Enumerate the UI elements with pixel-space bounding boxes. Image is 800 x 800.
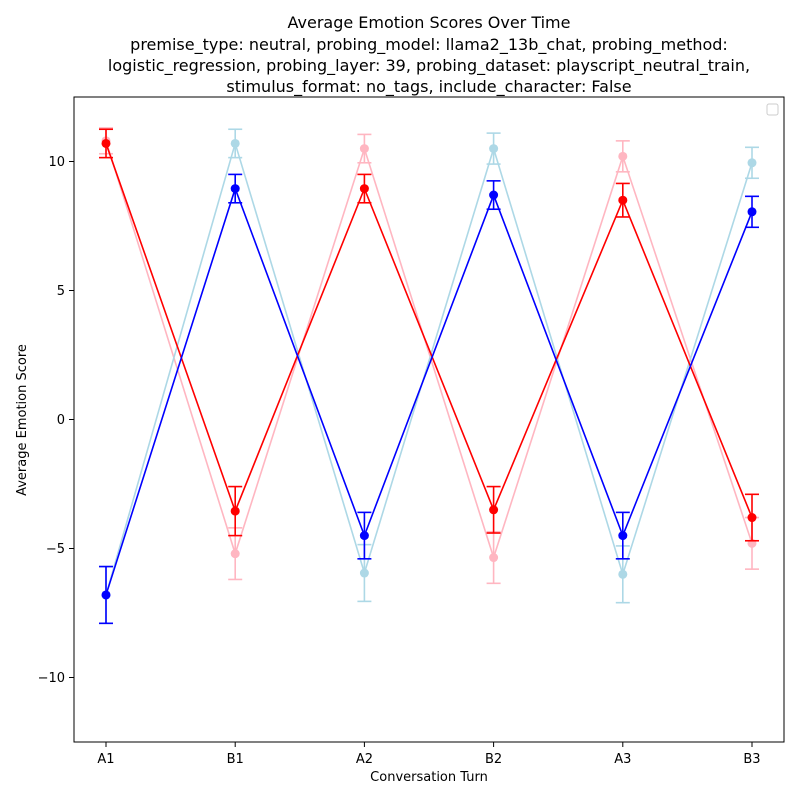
- title-line-4: stimulus_format: no_tags, include_charac…: [226, 77, 631, 97]
- x-axis-label: Conversation Turn: [370, 770, 488, 785]
- series-2-point-B3: [747, 513, 757, 523]
- title-line-2: premise_type: neutral, probing_model: ll…: [130, 35, 728, 55]
- series-3: [99, 173, 759, 625]
- series-0-point-B1: [230, 549, 240, 559]
- ticks-layer: A1 B1 A2 B2 A3 B3 −10 −5 0 5 10: [38, 155, 761, 767]
- x-tick-label-A3: A3: [614, 752, 631, 767]
- series-layer: [99, 127, 759, 625]
- y-tick-label--5: −5: [46, 542, 65, 557]
- series-1-point-A3: [618, 569, 628, 579]
- series-2: [99, 128, 759, 542]
- x-tick-label-A1: A1: [97, 752, 114, 767]
- series-3-point-A3: [618, 531, 628, 541]
- x-tick-label-B3: B3: [743, 752, 760, 767]
- series-0: [99, 127, 759, 585]
- y-tick-label-10: 10: [48, 155, 65, 170]
- series-0-line: [105, 140, 753, 561]
- series-1-point-A2: [359, 568, 369, 578]
- series-1-point-B2: [489, 144, 499, 154]
- chart-title: Average Emotion Scores Over Time premise…: [108, 13, 750, 97]
- series-3-point-B1: [230, 184, 240, 194]
- series-2-point-B1: [230, 506, 240, 516]
- series-3-point-B2: [489, 190, 499, 200]
- x-tick-label-B1: B1: [227, 752, 244, 767]
- y-axis-label: Average Emotion Score: [15, 344, 30, 496]
- x-tick-label-A2: A2: [356, 752, 373, 767]
- y-tick-label--10: −10: [38, 671, 65, 686]
- y-tick-label-5: 5: [57, 284, 65, 299]
- title-line-1: Average Emotion Scores Over Time: [288, 13, 571, 32]
- y-tick-label-0: 0: [57, 413, 65, 428]
- series-1: [99, 128, 759, 625]
- series-2-point-A3: [618, 195, 628, 205]
- series-0-point-B2: [489, 553, 499, 563]
- series-1-point-B1: [230, 138, 240, 148]
- series-0-point-A2: [359, 144, 369, 154]
- x-tick-label-B2: B2: [485, 752, 502, 767]
- series-2-point-B2: [489, 505, 499, 515]
- series-1-line: [105, 140, 753, 596]
- series-3-line: [105, 186, 753, 596]
- series-3-point-B3: [747, 207, 757, 217]
- series-3-point-A2: [359, 531, 369, 541]
- series-2-point-A2: [359, 184, 369, 194]
- series-2-point-A1: [101, 138, 111, 148]
- series-2-line: [105, 143, 753, 518]
- title-line-3: logistic_regression, probing_layer: 39, …: [108, 56, 750, 76]
- legend: [766, 103, 779, 116]
- series-3-point-A1: [101, 590, 111, 600]
- series-1-point-B3: [747, 158, 757, 168]
- plot-area: [73, 96, 785, 743]
- series-0-point-A3: [618, 151, 628, 161]
